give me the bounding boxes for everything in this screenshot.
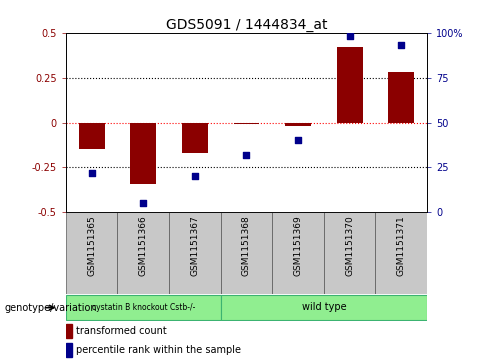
Bar [388, 72, 414, 123]
Point [88, 170, 96, 176]
Bar [375, 212, 427, 294]
Text: wild type: wild type [302, 302, 346, 312]
Bar [221, 295, 427, 320]
Bar [118, 212, 169, 294]
Text: GSM1151367: GSM1151367 [190, 215, 200, 276]
Point [346, 33, 353, 39]
Title: GDS5091 / 1444834_at: GDS5091 / 1444834_at [166, 18, 327, 32]
Point [140, 200, 147, 206]
Bar [66, 212, 118, 294]
Text: percentile rank within the sample: percentile rank within the sample [76, 345, 241, 355]
Text: transformed count: transformed count [76, 326, 167, 336]
Point [243, 152, 250, 158]
Bar [285, 123, 311, 126]
Bar [234, 123, 259, 124]
Text: GSM1151369: GSM1151369 [293, 215, 303, 276]
Bar [182, 123, 208, 153]
Point [397, 42, 405, 48]
Bar [79, 123, 104, 150]
Bar [221, 212, 272, 294]
Text: GSM1151370: GSM1151370 [345, 215, 354, 276]
Text: GSM1151365: GSM1151365 [87, 215, 96, 276]
Text: GSM1151371: GSM1151371 [397, 215, 406, 276]
Bar [66, 324, 72, 338]
Text: cystatin B knockout Cstb-/-: cystatin B knockout Cstb-/- [92, 303, 195, 311]
Bar [66, 343, 72, 357]
Bar [324, 212, 375, 294]
Text: GSM1151368: GSM1151368 [242, 215, 251, 276]
Bar [337, 47, 363, 123]
Bar [130, 123, 156, 184]
Bar [169, 212, 221, 294]
Bar [272, 212, 324, 294]
Point [294, 138, 302, 143]
Bar [66, 295, 221, 320]
Point [191, 174, 199, 179]
Text: GSM1151366: GSM1151366 [139, 215, 148, 276]
Text: genotype/variation: genotype/variation [5, 303, 98, 313]
